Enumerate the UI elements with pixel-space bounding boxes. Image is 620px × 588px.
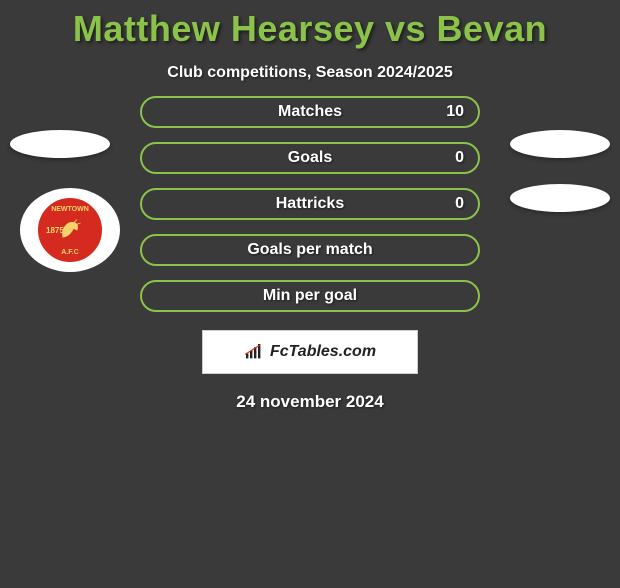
stat-row-min-per-goal: Min per goal	[140, 280, 480, 312]
player2-pill-2	[510, 184, 610, 212]
branding-text: FcTables.com	[270, 343, 376, 361]
stat-right-value: 10	[446, 103, 464, 121]
stat-label: Matches	[278, 103, 342, 121]
date-text: 24 november 2024	[0, 392, 620, 412]
crest-year: 1875	[46, 226, 64, 235]
stat-row-goals-per-match: Goals per match	[140, 234, 480, 266]
branding-box[interactable]: FcTables.com	[202, 330, 418, 374]
player1-pill	[10, 130, 110, 158]
stat-label: Hattricks	[276, 195, 344, 213]
club-crest: NEWTOWN 1875 A.F.C	[20, 188, 120, 272]
stat-right-value: 0	[455, 195, 464, 213]
stat-right-value: 0	[455, 149, 464, 167]
stat-label: Goals per match	[247, 241, 372, 259]
stat-label: Min per goal	[263, 287, 357, 305]
player2-pill-1	[510, 130, 610, 158]
stat-row-goals: Goals 0	[140, 142, 480, 174]
crest-suffix: A.F.C	[61, 249, 79, 256]
stat-label: Goals	[288, 149, 332, 167]
subtitle: Club competitions, Season 2024/2025	[0, 64, 620, 82]
stat-row-matches: Matches 10	[140, 96, 480, 128]
crest-club-name: NEWTOWN	[51, 206, 89, 213]
bar-chart-icon	[244, 344, 264, 360]
page-title: Matthew Hearsey vs Bevan	[0, 8, 620, 50]
crest-shield: NEWTOWN 1875 A.F.C	[38, 198, 102, 262]
stat-row-hattricks: Hattricks 0	[140, 188, 480, 220]
